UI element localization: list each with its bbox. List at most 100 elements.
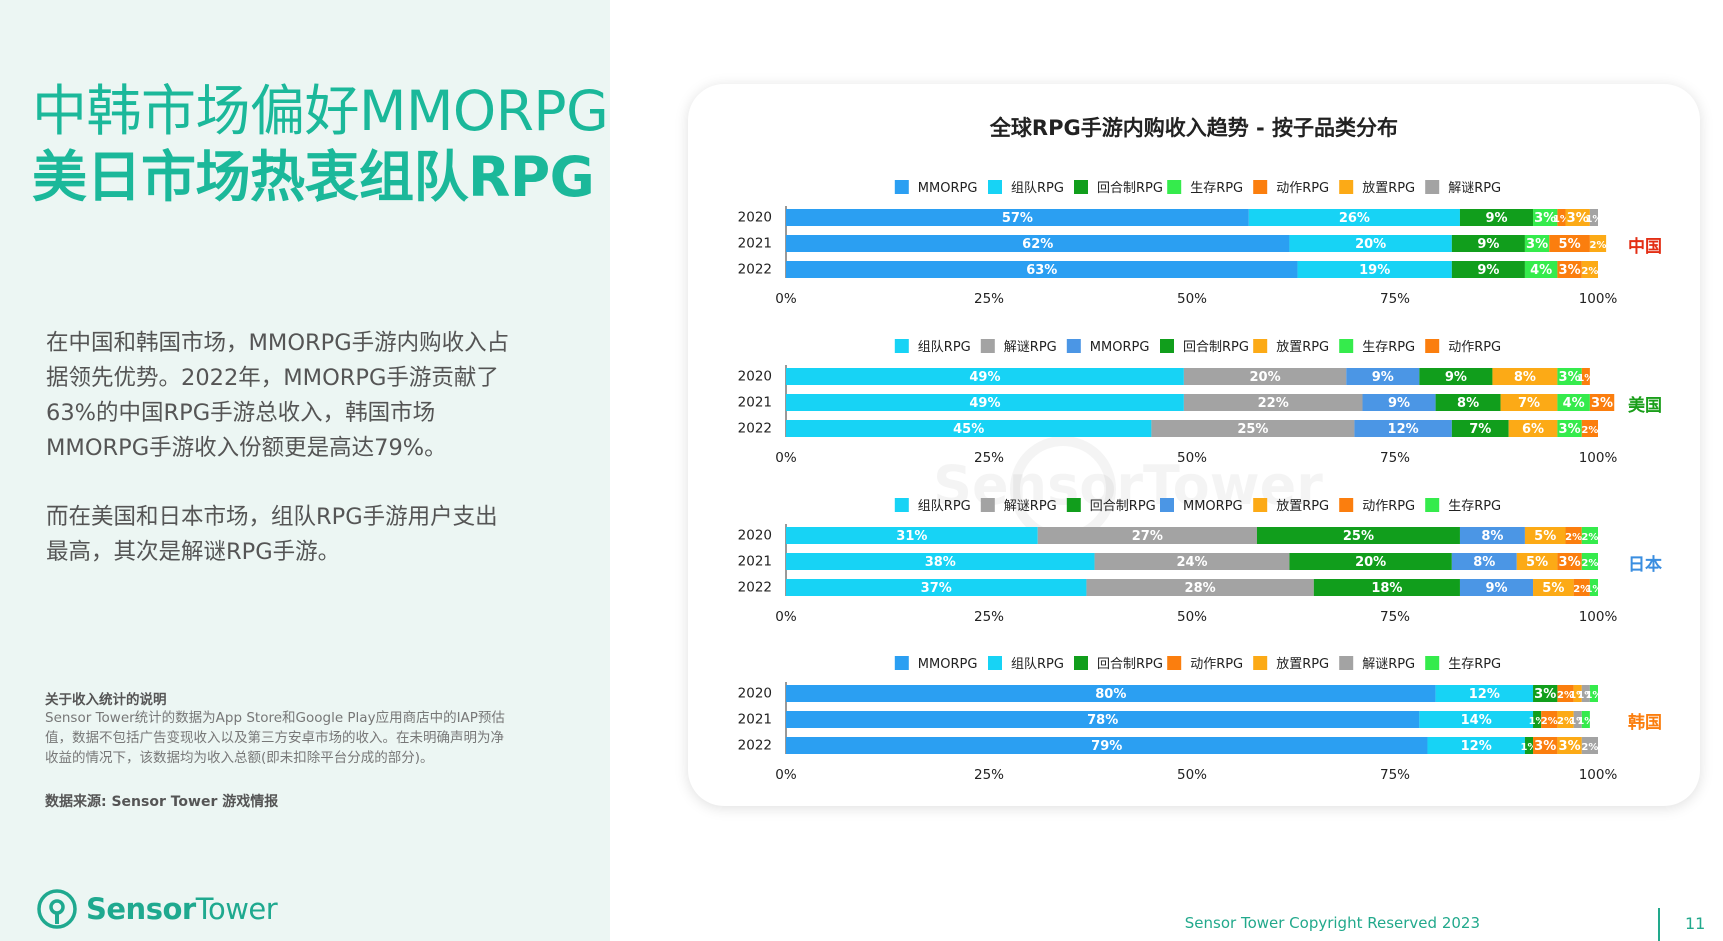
data-label: 62% [1022,237,1053,252]
legend-label: 回合制RPG [1097,181,1163,196]
year-tick-label: 2020 [738,210,772,226]
market-label: 中国 [1628,236,1662,257]
bar-segment [786,579,1087,596]
legend-swatch [1167,656,1182,670]
data-label: 20% [1355,555,1386,570]
data-label: 9% [1477,263,1499,278]
data-label: 1% [1577,690,1594,701]
logo-word-sensor: Sensor [86,892,196,926]
headline-line-2: 美日市场热衷组队RPG [32,145,595,209]
x-tick-label: 25% [974,450,1004,466]
legend-swatch [1167,180,1182,194]
page-number: 11 [1685,914,1706,933]
x-tick-label: 75% [1380,291,1410,307]
legend-label: 组队RPG [1011,657,1064,672]
note-text: Sensor Tower统计的数据为App Store和Google Play应… [45,710,505,766]
legend-label: 解谜RPG [1362,657,1415,672]
legend-swatch [894,498,909,512]
data-label: 1% [1529,716,1546,727]
bar-segment [1533,579,1574,596]
x-tick-label: 100% [1579,767,1618,783]
data-label: 2% [1581,532,1598,543]
bar-segment [1533,711,1542,728]
data-label: 1% [1585,584,1602,595]
data-label: 5% [1542,581,1564,596]
market-label: 韩国 [1628,712,1662,733]
market-label: 日本 [1628,554,1662,575]
data-label: 3% [1526,237,1548,252]
bar-segment [1581,737,1598,754]
data-label: 4% [1563,396,1585,411]
bar-segment [1459,579,1534,596]
x-tick-label: 25% [974,291,1004,307]
data-label: 12% [1461,739,1492,754]
data-label: 5% [1559,237,1581,252]
data-label: 26% [1339,211,1370,226]
legend-label: 组队RPG [1011,181,1064,196]
bar-segment [786,394,1184,411]
bar-segment [1183,394,1363,411]
bar-segment [1086,579,1314,596]
data-label: 9% [1485,581,1507,596]
legend-swatch [1425,498,1440,512]
bar-segment [786,368,1184,385]
year-tick-label: 2020 [738,686,772,702]
data-label: 79% [1091,739,1122,754]
footer-divider [1658,908,1660,941]
legend-label: 放置RPG [1276,340,1329,355]
data-label: 9% [1372,370,1394,385]
bar-segment [1589,209,1598,226]
data-label: 1% [1577,373,1594,384]
data-label: 2% [1565,532,1582,543]
legend-label: 生存RPG [1362,340,1415,355]
legend-label: 生存RPG [1448,657,1501,672]
data-label: 6% [1522,422,1544,437]
legend-label: 动作RPG [1276,181,1329,196]
bar-segment [1533,737,1558,754]
legend-swatch [988,656,1002,670]
data-label: 25% [1343,529,1374,544]
data-label: 3% [1559,422,1581,437]
legend-label: 动作RPG [1448,340,1501,355]
data-label: 45% [953,422,984,437]
data-label: 38% [925,555,956,570]
data-label: 12% [1469,687,1500,702]
bar-segment [1581,553,1598,570]
x-tick-label: 0% [775,609,797,625]
data-label: 7% [1518,396,1540,411]
bar-segment [1289,235,1452,252]
bar-segment [1362,394,1436,411]
data-label: 78% [1087,713,1118,728]
legend-label: MMORPG [1090,340,1150,355]
bar-segment [1557,553,1582,570]
data-label: 18% [1371,581,1402,596]
data-label: 3% [1559,263,1581,278]
data-label: 49% [969,396,1000,411]
bar-segment [1313,579,1460,596]
year-tick-label: 2021 [738,236,772,252]
bar-segment [1589,685,1598,702]
bar-segment [1451,420,1509,437]
legend-swatch [1066,498,1081,512]
data-label: 2% [1573,584,1590,595]
legend-label: MMORPG [918,181,978,196]
data-label: 2% [1541,716,1558,727]
data-label: 1% [1553,214,1570,225]
logo-word-tower: Tower [195,892,278,926]
data-label: 8% [1473,555,1495,570]
legend-label: 解谜RPG [1004,499,1057,514]
bar-segment [1094,553,1290,570]
year-tick-label: 2020 [738,528,772,544]
bar-segment [1581,685,1590,702]
legend-swatch [988,180,1002,194]
data-label: 37% [921,581,952,596]
data-label: 8% [1481,529,1503,544]
data-label: 2% [1557,716,1574,727]
bar-segment [1565,209,1590,226]
data-label: 9% [1388,396,1410,411]
x-tick-label: 75% [1380,609,1410,625]
data-label: 22% [1258,396,1289,411]
bar-segment [1524,527,1566,544]
bar-segment [1451,261,1525,278]
data-label: 20% [1250,370,1281,385]
